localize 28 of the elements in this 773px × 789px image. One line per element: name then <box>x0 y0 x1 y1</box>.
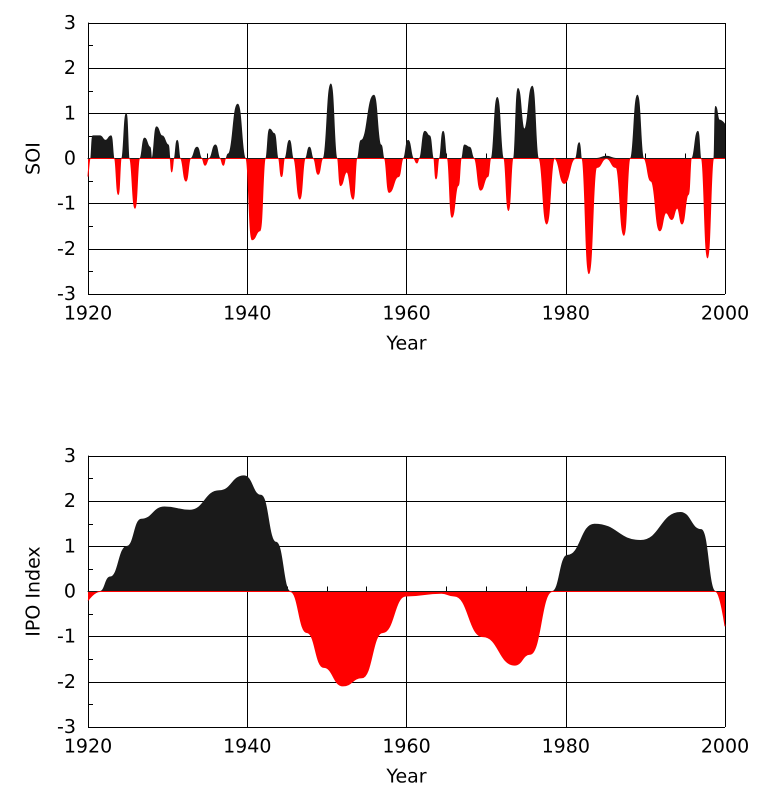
x-tick-label: 1980 <box>542 736 590 758</box>
y-tick-label: -2 <box>57 238 76 260</box>
x-axis-title: Year <box>385 766 427 788</box>
x-tick-label: 1940 <box>223 736 272 758</box>
x-tick-label: 1940 <box>223 302 272 324</box>
y-tick-label: 1 <box>64 102 76 124</box>
y-tick-label: -1 <box>57 626 76 648</box>
y-tick-label: -3 <box>57 716 76 738</box>
y-tick-label: 1 <box>64 535 76 558</box>
y-tick-label: -2 <box>57 670 76 693</box>
x-tick-label: 2000 <box>700 736 750 758</box>
x-tick-label: 1920 <box>64 302 112 324</box>
x-tick-label: 2000 <box>700 302 750 324</box>
x-axis-title: Year <box>385 332 427 354</box>
y-tick-label: 0 <box>64 148 76 170</box>
y-axis-title: SOI <box>22 142 44 175</box>
y-tick-label: 0 <box>64 580 76 602</box>
y-tick-label: -1 <box>57 192 76 215</box>
y-tick-label: 3 <box>64 12 76 34</box>
y-tick-label: -3 <box>57 283 76 305</box>
y-tick-label: 3 <box>64 445 76 467</box>
x-tick-label: 1960 <box>382 736 431 758</box>
y-tick-label: 2 <box>64 490 76 512</box>
x-tick-label: 1960 <box>382 302 431 324</box>
x-tick-label: 1920 <box>64 736 112 758</box>
y-axis-title: IPO Index <box>22 546 44 637</box>
y-tick-label: 2 <box>64 57 76 80</box>
x-tick-label: 1980 <box>542 302 590 324</box>
